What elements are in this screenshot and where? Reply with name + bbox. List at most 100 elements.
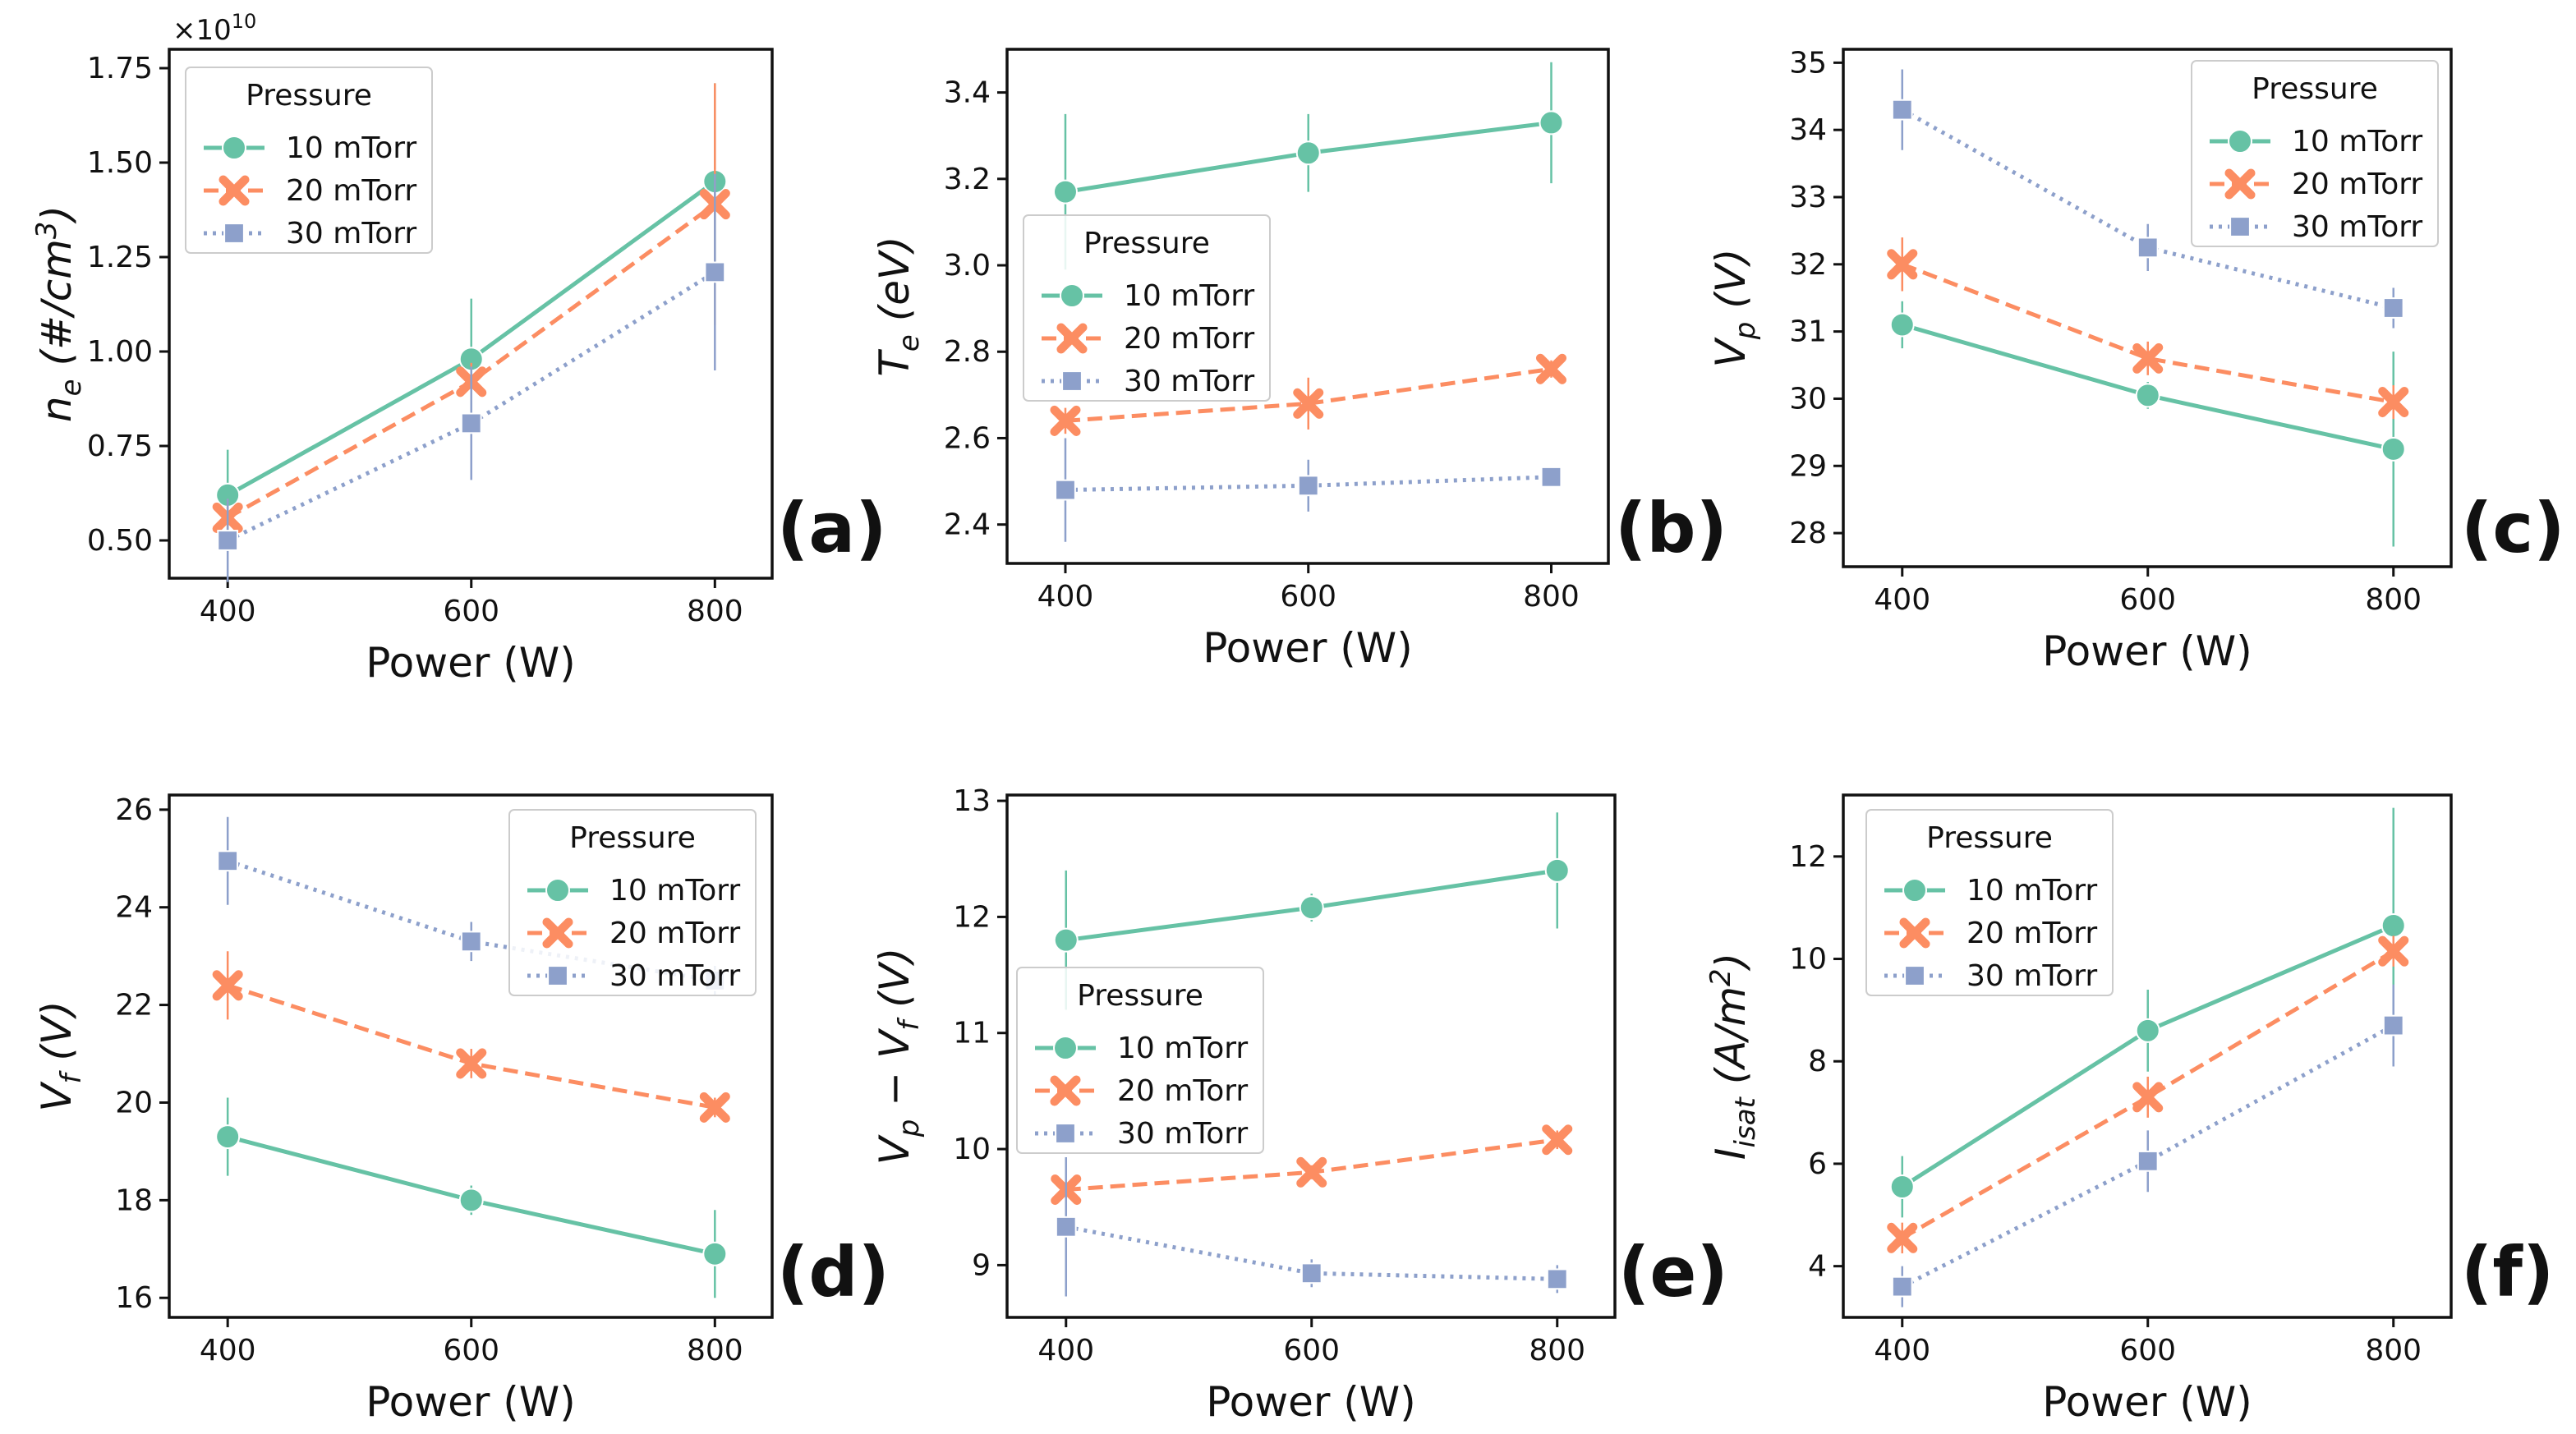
legend-title: Pressure bbox=[569, 821, 696, 855]
x-axis-label: Power (W) bbox=[366, 639, 576, 687]
data-point bbox=[1050, 405, 1081, 436]
x-tick-label: 400 bbox=[1037, 1334, 1094, 1367]
y-tick-label: 1.75 bbox=[87, 52, 153, 85]
series-line bbox=[1901, 949, 2395, 1240]
data-point bbox=[2132, 342, 2164, 374]
x-tick-label: 600 bbox=[1283, 1334, 1340, 1367]
y-tick-label: 20 bbox=[115, 1086, 153, 1119]
series-line bbox=[1901, 262, 2394, 405]
x-tick-label: 800 bbox=[2365, 583, 2422, 617]
series-line bbox=[1065, 1225, 1557, 1281]
data-point bbox=[212, 970, 243, 1001]
data-point bbox=[1052, 179, 1078, 205]
data-point bbox=[1889, 1174, 1915, 1199]
data-point bbox=[1546, 1268, 1568, 1290]
x-axis-label: Power (W) bbox=[1206, 1378, 1416, 1426]
legend-marker bbox=[222, 136, 246, 160]
series-line bbox=[1065, 366, 1552, 423]
legend-marker bbox=[2228, 129, 2252, 154]
panel-label: (a) bbox=[777, 488, 886, 568]
legend-label: 20 mTorr bbox=[286, 174, 416, 208]
y-tick-label: 1.50 bbox=[87, 146, 153, 180]
legend-label: 20 mTorr bbox=[1117, 1074, 1248, 1108]
series-10-mTorr bbox=[1889, 807, 2406, 1218]
legend-label: 30 mTorr bbox=[286, 217, 416, 250]
y-tick-label: 4 bbox=[1808, 1250, 1827, 1284]
legend-marker bbox=[2224, 168, 2256, 200]
legend-box bbox=[1016, 967, 1264, 1154]
data-point bbox=[1887, 249, 1918, 280]
series-30-mTorr bbox=[1891, 69, 2404, 329]
x-tick-label: 400 bbox=[200, 1334, 256, 1367]
panel-a: 400 600 800 0.50 0.75 1.00 1.25 1.50 1.75 Power (… bbox=[30, 10, 886, 687]
data-point bbox=[458, 1188, 484, 1213]
y-tick-label: 12 bbox=[1789, 840, 1827, 874]
y-tick-label: 1.00 bbox=[87, 335, 153, 369]
series-30-mTorr bbox=[1891, 984, 2404, 1308]
data-point bbox=[1299, 895, 1324, 921]
series-line bbox=[1901, 1023, 2394, 1289]
data-point bbox=[704, 261, 726, 283]
legend-label: 30 mTorr bbox=[1966, 959, 2097, 993]
data-point bbox=[217, 850, 239, 872]
x-tick-label: 600 bbox=[2119, 583, 2176, 617]
x-axis-label: Power (W) bbox=[1203, 624, 1413, 672]
legend-label: 20 mTorr bbox=[610, 917, 740, 950]
legend-box bbox=[185, 67, 433, 254]
y-tick-label: 10 bbox=[953, 1133, 991, 1166]
panel-b: 400 600 800 2.4 2.6 2.8 3.0 3.2 3.4 Power (W) Te (… bbox=[871, 48, 1727, 672]
legend-marker bbox=[1060, 283, 1084, 308]
legend-marker bbox=[545, 878, 570, 903]
legend-marker bbox=[223, 223, 245, 244]
data-point bbox=[1891, 99, 1913, 121]
y-axis-label: Vp (V) bbox=[1707, 249, 1762, 368]
data-point bbox=[2378, 386, 2409, 418]
y-tick-label: 28 bbox=[1789, 517, 1827, 550]
legend-title: Pressure bbox=[1083, 227, 1210, 260]
data-point bbox=[1053, 927, 1079, 953]
x-tick-label: 600 bbox=[443, 595, 499, 628]
legend: Pressure 10 mTorr 20 mTorr 30 mTorr bbox=[1016, 967, 1264, 1154]
legend-marker bbox=[1055, 1123, 1076, 1144]
x-tick-label: 800 bbox=[1529, 1334, 1585, 1367]
x-tick-label: 800 bbox=[687, 595, 743, 628]
series-20-mTorr bbox=[212, 951, 730, 1123]
legend-marker bbox=[542, 917, 573, 949]
data-point bbox=[1300, 1262, 1322, 1285]
y-tick-label: 31 bbox=[1789, 315, 1827, 349]
legend-marker bbox=[2229, 216, 2251, 237]
data-point bbox=[702, 1241, 728, 1266]
legend: Pressure 10 mTorr 20 mTorr 30 mTorr bbox=[508, 809, 757, 996]
data-point bbox=[2382, 297, 2404, 319]
series-10-mTorr bbox=[215, 1097, 728, 1298]
y-tick-label: 0.50 bbox=[87, 524, 153, 558]
x-tick-label: 400 bbox=[200, 595, 256, 628]
y-axis-label: Iisat (A/m2) bbox=[1704, 953, 1762, 1160]
legend-label: 30 mTorr bbox=[610, 959, 740, 993]
x-tick-label: 400 bbox=[1037, 580, 1094, 614]
y-tick-label: 33 bbox=[1789, 181, 1827, 214]
legend-title: Pressure bbox=[1926, 821, 2053, 855]
legend-marker bbox=[1056, 323, 1088, 354]
series-30-mTorr bbox=[217, 173, 726, 582]
y-tick-label: 16 bbox=[115, 1281, 153, 1315]
data-point bbox=[1891, 1275, 1913, 1298]
legend-label: 10 mTorr bbox=[1966, 874, 2097, 908]
data-point bbox=[1540, 466, 1562, 488]
legend-marker bbox=[1899, 917, 1930, 949]
legend-label: 20 mTorr bbox=[1124, 322, 1254, 356]
data-point bbox=[215, 1124, 241, 1150]
legend-box bbox=[1023, 214, 1271, 402]
panel-d: 400 600 800 16 18 20 22 24 26 Power (W) Vf (V) Pres… bbox=[33, 793, 890, 1426]
data-point bbox=[1535, 353, 1567, 384]
series-line bbox=[227, 270, 716, 543]
data-point bbox=[699, 1092, 730, 1123]
x-tick-label: 800 bbox=[2365, 1334, 2422, 1367]
y-tick-label: 22 bbox=[115, 989, 153, 1023]
y-tick-label: 32 bbox=[1789, 248, 1827, 282]
x-tick-label: 800 bbox=[1523, 580, 1580, 614]
legend-marker bbox=[218, 175, 250, 206]
panel-f: 400 600 800 4 6 8 10 12 Power (W) Iisat (A/m2) Pre… bbox=[1704, 793, 2554, 1426]
legend-label: 30 mTorr bbox=[2292, 210, 2422, 244]
